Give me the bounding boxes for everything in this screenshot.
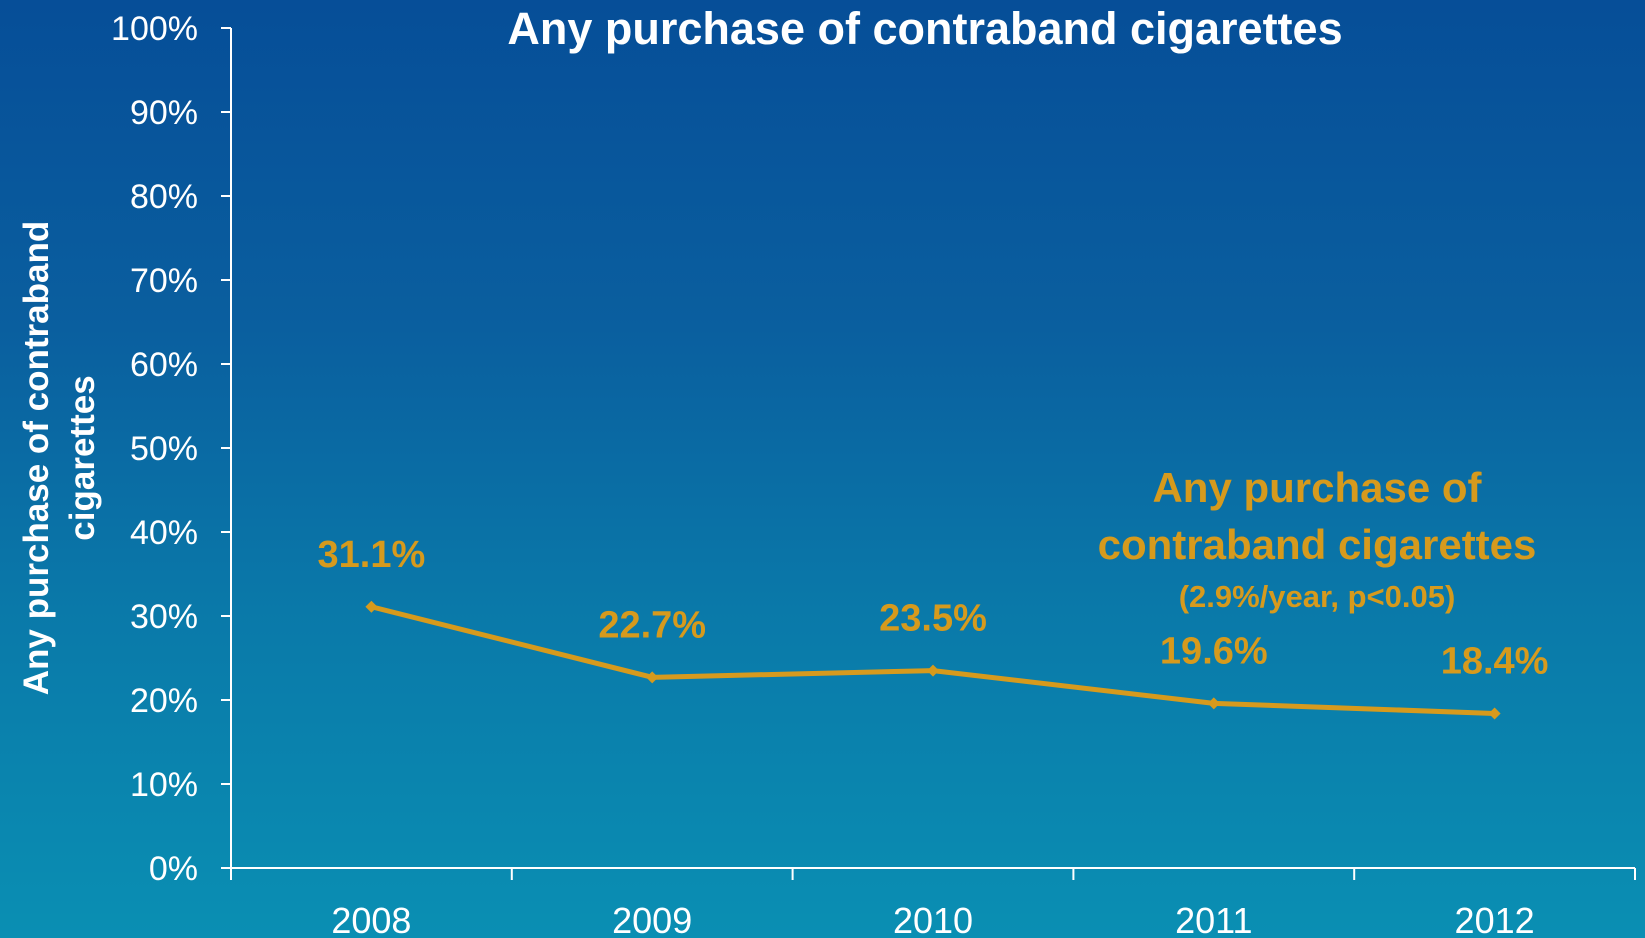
data-point-marker xyxy=(1488,707,1501,720)
data-label: 22.7% xyxy=(598,604,706,646)
chart-title: Any purchase of contraband cigarettes xyxy=(507,3,1342,54)
y-tick-label: 40% xyxy=(130,514,198,552)
y-tick-label: 70% xyxy=(130,262,198,300)
y-tick-label: 0% xyxy=(149,850,198,888)
y-axis-title-line-1: Any purchase of contraband xyxy=(17,221,56,696)
y-axis-title-line-2: cigarettes xyxy=(63,375,102,540)
data-point-marker xyxy=(365,600,378,613)
y-axis-title: Any purchase of contraband cigarettes xyxy=(17,221,102,696)
annotation-line-1: Any purchase of xyxy=(1152,464,1482,511)
y-tick-label: 90% xyxy=(130,94,198,132)
x-tick-label: 2009 xyxy=(612,900,692,938)
y-tick-label: 10% xyxy=(130,766,198,804)
data-label: 18.4% xyxy=(1441,640,1549,682)
y-tick-label: 80% xyxy=(130,178,198,216)
x-tick-label: 2012 xyxy=(1455,900,1535,938)
y-tick-label: 100% xyxy=(111,10,198,48)
data-point-marker xyxy=(646,671,659,684)
x-tick-label: 2010 xyxy=(893,900,973,938)
annotation-note: (2.9%/year, p<0.05) xyxy=(1179,579,1456,614)
x-axis: 2008 2009 2010 2011 2012 xyxy=(230,867,1636,938)
data-label: 19.6% xyxy=(1160,630,1268,672)
data-point-marker xyxy=(1207,697,1220,710)
series-annotation: Any purchase of contraband cigarettes (2… xyxy=(1098,464,1537,614)
data-point-marker xyxy=(927,664,939,677)
y-tick-label: 60% xyxy=(130,346,198,384)
y-tick-label: 30% xyxy=(130,598,198,636)
data-label: 31.1% xyxy=(318,534,426,576)
x-tick-label: 2008 xyxy=(331,900,411,938)
series-layer: 31.1% 22.7% 23.5% 19.6% 18.4% xyxy=(318,534,1549,720)
y-tick-label: 50% xyxy=(130,430,198,468)
y-tick-label: 20% xyxy=(130,682,198,720)
annotation-line-2: contraband cigarettes xyxy=(1098,521,1537,568)
data-label: 23.5% xyxy=(879,598,987,640)
y-axis: 0% 10% 20% 30% 40% 50% 60% 70% 80% 90% 100% xyxy=(111,10,232,888)
x-tick-label: 2011 xyxy=(1175,900,1252,938)
